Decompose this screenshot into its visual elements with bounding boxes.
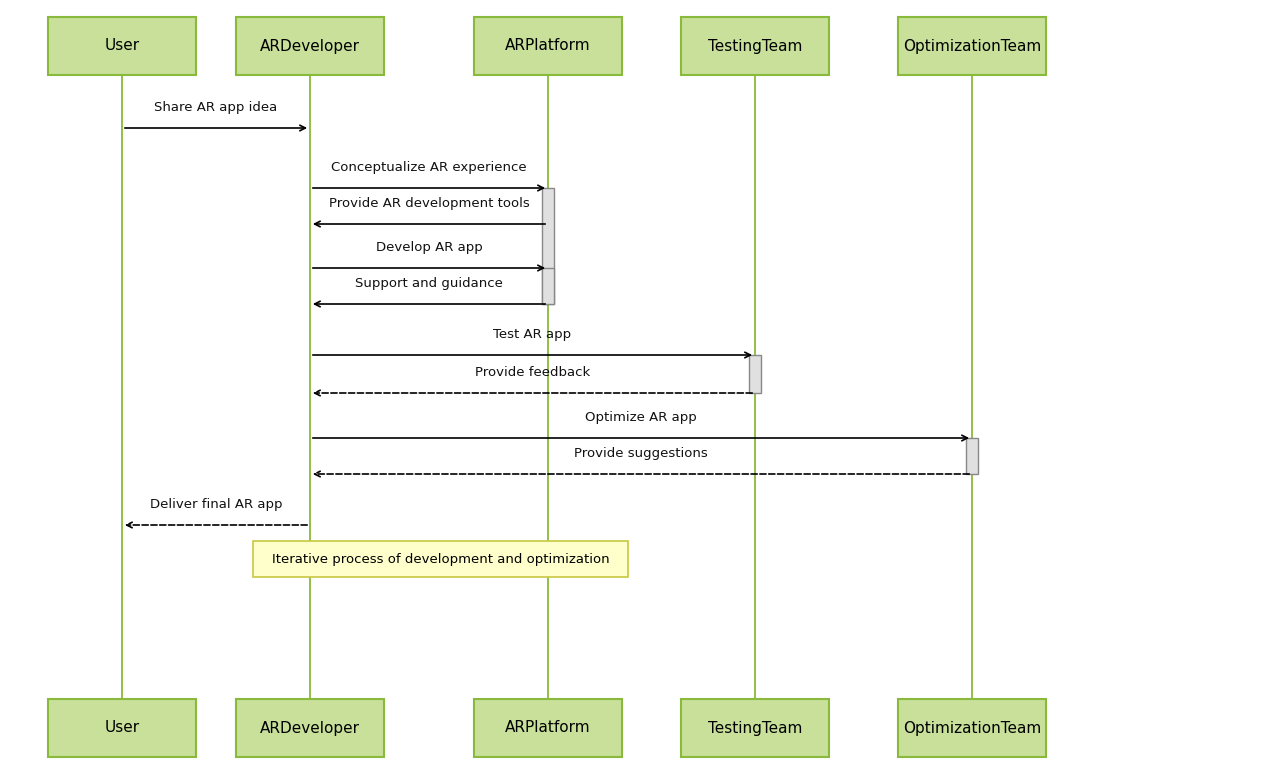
Text: Conceptualize AR experience: Conceptualize AR experience <box>332 161 527 174</box>
Text: ARPlatform: ARPlatform <box>506 720 591 736</box>
Text: OptimizationTeam: OptimizationTeam <box>902 720 1041 736</box>
FancyBboxPatch shape <box>236 17 384 75</box>
Text: TestingTeam: TestingTeam <box>708 39 803 53</box>
Text: Optimize AR app: Optimize AR app <box>585 411 696 424</box>
Text: Develop AR app: Develop AR app <box>375 241 483 254</box>
Text: TestingTeam: TestingTeam <box>708 720 803 736</box>
Text: Provide suggestions: Provide suggestions <box>575 447 708 460</box>
FancyBboxPatch shape <box>474 699 622 757</box>
FancyBboxPatch shape <box>47 699 196 757</box>
Text: Support and guidance: Support and guidance <box>355 277 503 290</box>
FancyBboxPatch shape <box>681 17 829 75</box>
FancyBboxPatch shape <box>749 355 762 393</box>
FancyBboxPatch shape <box>681 699 829 757</box>
Text: ARDeveloper: ARDeveloper <box>260 39 360 53</box>
Text: Provide AR development tools: Provide AR development tools <box>329 197 530 210</box>
Text: Iterative process of development and optimization: Iterative process of development and opt… <box>271 553 609 566</box>
FancyBboxPatch shape <box>541 188 554 304</box>
FancyBboxPatch shape <box>47 17 196 75</box>
Text: User: User <box>105 39 140 53</box>
Text: ARPlatform: ARPlatform <box>506 39 591 53</box>
FancyBboxPatch shape <box>966 438 978 474</box>
FancyBboxPatch shape <box>899 699 1046 757</box>
FancyBboxPatch shape <box>236 699 384 757</box>
FancyBboxPatch shape <box>899 17 1046 75</box>
Text: Deliver final AR app: Deliver final AR app <box>150 498 283 511</box>
Text: ARDeveloper: ARDeveloper <box>260 720 360 736</box>
Text: OptimizationTeam: OptimizationTeam <box>902 39 1041 53</box>
FancyBboxPatch shape <box>253 541 628 577</box>
Text: Share AR app idea: Share AR app idea <box>155 101 278 114</box>
Text: User: User <box>105 720 140 736</box>
FancyBboxPatch shape <box>474 17 622 75</box>
Text: Test AR app: Test AR app <box>493 328 572 341</box>
Text: Provide feedback: Provide feedback <box>475 366 590 379</box>
FancyBboxPatch shape <box>541 268 554 304</box>
